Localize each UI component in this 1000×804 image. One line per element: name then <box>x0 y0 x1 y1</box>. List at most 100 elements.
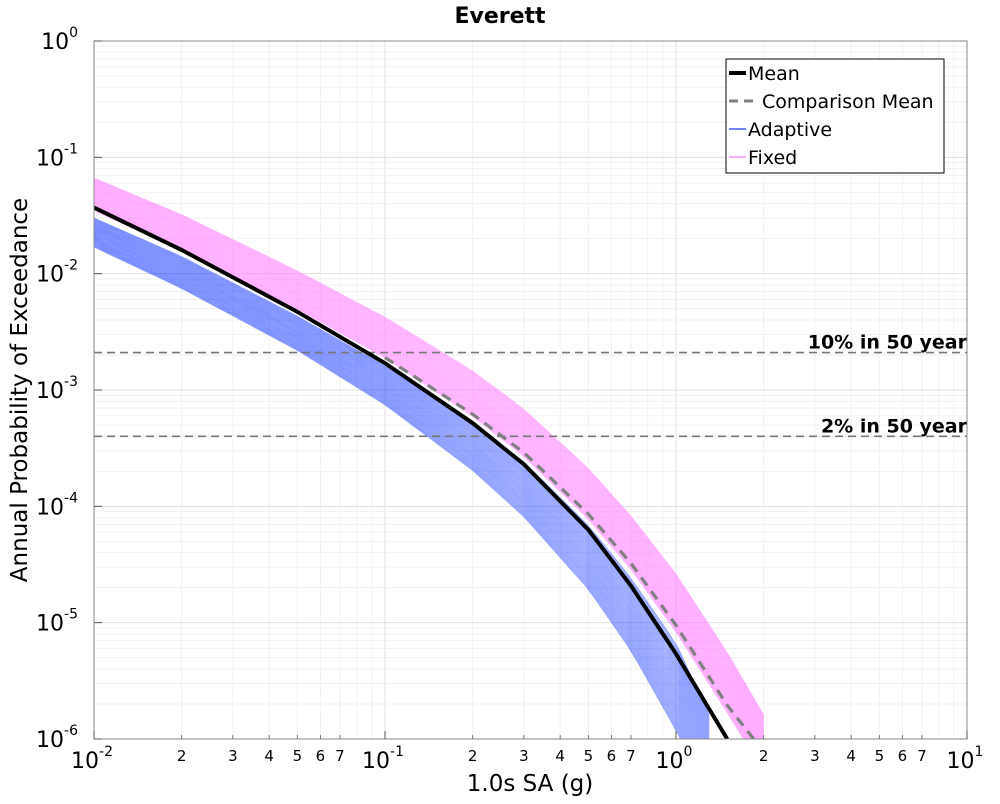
legend: Mean Comparison Mean Adaptive Fixed <box>725 58 945 174</box>
y-tick-label: 10-6 <box>36 723 78 753</box>
mean-line <box>94 205 729 739</box>
legend-label-adaptive: Adaptive <box>748 119 832 141</box>
adaptive-curve <box>94 242 687 739</box>
y-tick-label-base: 10 <box>36 612 64 637</box>
y-tick-label: 10-4 <box>36 490 78 520</box>
x-minor-tick-label: 6 <box>607 747 617 765</box>
x-tick-label: 10-2 <box>71 744 113 774</box>
legend-label-comparison-mean: Comparison Mean <box>762 91 934 113</box>
fixed-curve <box>94 195 760 739</box>
adaptive-curve <box>94 223 710 734</box>
adaptive-curve <box>94 218 710 719</box>
adaptive-curve <box>94 233 700 739</box>
x-minor-tick-label: 4 <box>264 747 274 765</box>
adaptive-curve <box>94 245 683 739</box>
reference-line-label: 2% in 50 year <box>821 415 968 437</box>
y-tick-label-exponent: -6 <box>64 723 78 739</box>
fixed-curve <box>94 185 765 730</box>
y-tick-label-exponent: -4 <box>64 490 78 506</box>
y-tick-label-exponent: -3 <box>64 374 78 390</box>
fixed-curve <box>94 184 765 728</box>
fixed-curve <box>94 180 765 721</box>
x-tick-label-exponent: 0 <box>684 744 693 760</box>
adaptive-curve <box>94 232 701 739</box>
line-layer <box>94 205 756 739</box>
fixed-curve <box>94 182 765 725</box>
fixed-curve <box>94 201 754 739</box>
x-axis-label: 1.0s SA (g) <box>467 771 594 797</box>
x-tick-label: 101 <box>947 744 984 774</box>
legend-label-mean: Mean <box>748 63 800 85</box>
x-minor-tick-label: 6 <box>316 747 326 765</box>
adaptive-curve <box>94 243 685 739</box>
fixed-curve <box>94 187 765 733</box>
fixed-curve <box>94 204 751 739</box>
x-tick-label-exponent: 1 <box>975 744 984 760</box>
y-tick-label: 100 <box>41 25 78 55</box>
adaptive-curve <box>94 237 694 739</box>
y-tick-label-exponent: -5 <box>64 607 78 623</box>
fixed-curve <box>94 198 757 739</box>
y-tick-label: 10-1 <box>36 141 78 171</box>
y-tick-label: 10-2 <box>36 258 78 288</box>
adaptive-curve <box>94 222 710 731</box>
fixed-curve <box>94 186 765 732</box>
x-minor-tick-label: 3 <box>228 747 238 765</box>
x-tick-label-base: 10 <box>71 749 99 774</box>
x-minor-tick-label: 2 <box>468 747 478 765</box>
adaptive-curve <box>94 239 692 739</box>
adaptive-curve <box>94 236 695 739</box>
fixed-curve <box>94 203 752 739</box>
x-tick-label: 10-1 <box>362 744 404 774</box>
y-tick-label: 10-5 <box>36 607 78 637</box>
adaptive-curve <box>94 224 710 736</box>
y-tick-label-exponent: -1 <box>64 141 78 157</box>
adaptive-curve <box>94 235 698 739</box>
adaptive-curve <box>94 227 708 739</box>
y-tick-label-base: 10 <box>36 379 64 404</box>
y-tick-label-base: 10 <box>36 146 64 171</box>
y-tick-label-base: 10 <box>36 495 64 520</box>
fixed-curve <box>94 199 756 739</box>
adaptive-curve <box>94 221 710 729</box>
x-tick-label: 100 <box>656 744 693 774</box>
x-minor-tick-label: 5 <box>293 747 303 765</box>
fixed-curve <box>94 197 758 739</box>
y-tick-label-base: 10 <box>36 728 64 753</box>
x-minor-tick-label: 7 <box>626 747 636 765</box>
adaptive-curve <box>94 244 684 739</box>
adaptive-curve <box>94 228 706 739</box>
fixed-curve <box>94 188 765 735</box>
x-minor-tick-label: 2 <box>177 747 187 765</box>
fixed-curve <box>94 192 764 739</box>
fixed-curve <box>94 177 765 716</box>
adaptive-curve <box>94 234 699 739</box>
fixed-curve <box>94 190 765 738</box>
fixed-curve <box>94 196 759 739</box>
adaptive-curve <box>94 229 705 739</box>
y-tick-label: 10-3 <box>36 374 78 404</box>
x-minor-tick-label: 3 <box>810 747 820 765</box>
fixed-curve <box>94 178 765 718</box>
x-tick-label-exponent: -2 <box>99 744 113 760</box>
adaptive-curve <box>94 231 703 739</box>
y-tick-label-base: 10 <box>36 263 64 288</box>
x-minor-tick-label: 7 <box>335 747 345 765</box>
y-tick-label-exponent: -2 <box>64 258 78 274</box>
x-tick-label-base: 10 <box>362 749 390 774</box>
fixed-curve <box>94 183 765 726</box>
x-minor-tick-label: 3 <box>519 747 529 765</box>
y-axis-label: Annual Probability of Exceedance <box>7 198 33 582</box>
legend-box <box>725 58 945 174</box>
x-minor-tick-label: 2 <box>759 747 769 765</box>
adaptive-curve <box>94 230 704 739</box>
adaptive-curve <box>94 246 682 739</box>
x-minor-tick-label: 4 <box>846 747 856 765</box>
fixed-curve <box>94 181 765 723</box>
x-minor-tick-label: 7 <box>917 747 927 765</box>
fixed-curve <box>94 179 765 720</box>
x-tick-label-exponent: -1 <box>390 744 404 760</box>
